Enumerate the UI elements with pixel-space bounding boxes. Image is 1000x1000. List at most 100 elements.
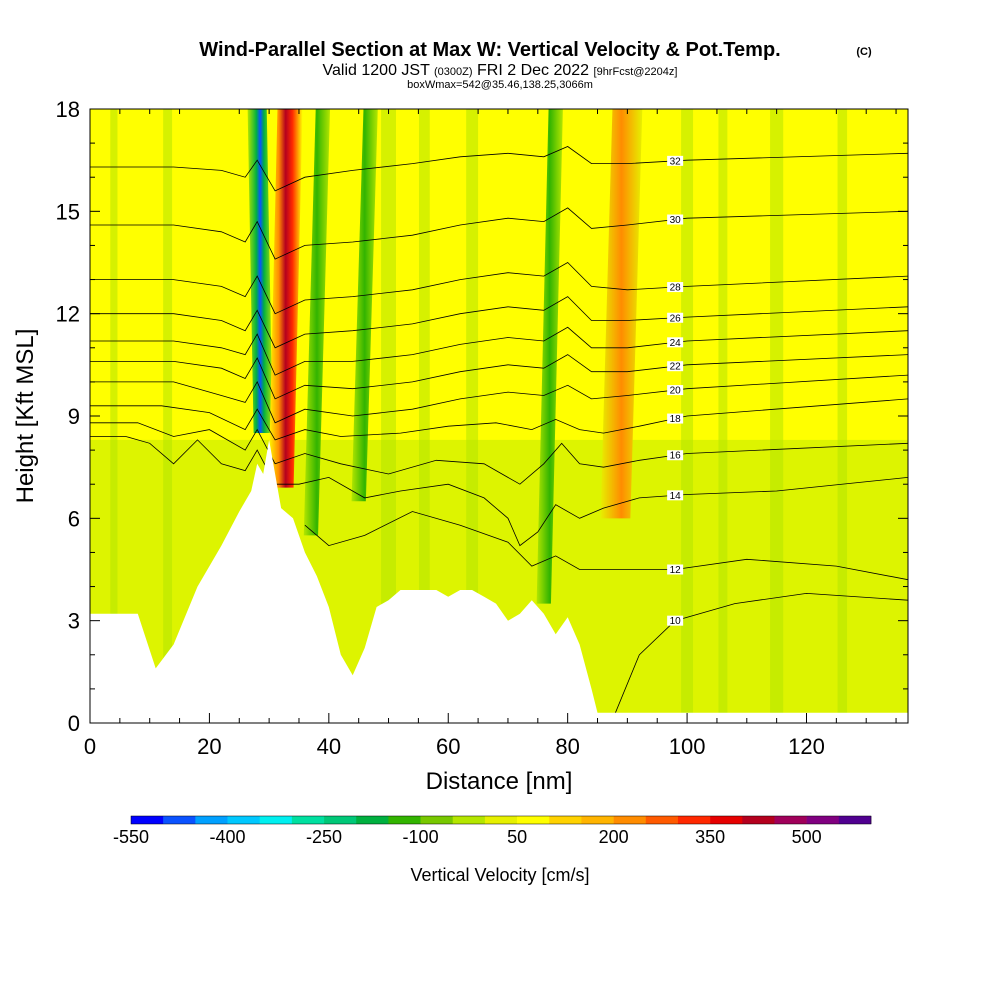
contour-label: 30 bbox=[670, 215, 682, 226]
copyright-mark: (C) bbox=[856, 46, 872, 58]
contour-label-bg bbox=[667, 490, 684, 501]
velocity-plume bbox=[536, 109, 563, 604]
valid-prefix: Valid 1200 JST bbox=[323, 62, 431, 79]
x-tick-label: 120 bbox=[788, 734, 825, 759]
colorbar-swatch bbox=[838, 816, 872, 824]
theta-contour bbox=[304, 511, 908, 581]
theta-contour bbox=[90, 436, 908, 547]
x-tick-label: 20 bbox=[197, 734, 221, 759]
colorbar-swatch bbox=[677, 816, 711, 824]
theta-contour bbox=[90, 374, 908, 424]
field-streak bbox=[163, 109, 173, 723]
velocity-plume bbox=[268, 109, 303, 488]
contour-label-bg bbox=[667, 413, 684, 424]
x-axis-label: Distance [nm] bbox=[426, 768, 573, 795]
colorbar-swatch bbox=[742, 816, 775, 824]
contour-label-bg bbox=[667, 615, 684, 626]
valid-time: Valid 1200 JST (0300Z) FRI 2 Dec 2022 [9… bbox=[323, 62, 678, 79]
contour-label: 16 bbox=[670, 451, 682, 462]
velocity-plume bbox=[600, 109, 643, 519]
colorbar-swatch bbox=[163, 816, 196, 824]
theta-contours: 10 12 14 16 18 20 22 24 26 28 30 32 bbox=[90, 146, 908, 713]
colorbar-swatch bbox=[452, 816, 486, 824]
contour-label-bg bbox=[667, 214, 684, 225]
contour-label: 26 bbox=[670, 313, 682, 324]
theta-contour bbox=[90, 326, 908, 376]
colorbar-swatch bbox=[195, 816, 228, 824]
theta-contour bbox=[90, 207, 908, 260]
colorbar-tick-label: -400 bbox=[210, 827, 246, 847]
forecast-info: [9hrFcst@2204z] bbox=[594, 66, 678, 78]
y-tick-label: 6 bbox=[68, 506, 80, 531]
contour-label: 10 bbox=[670, 616, 682, 627]
colorbar-swatch bbox=[549, 816, 582, 824]
contour-label: 32 bbox=[670, 156, 682, 167]
y-tick-label: 12 bbox=[56, 302, 80, 327]
colorbar-tick-label: 200 bbox=[599, 827, 629, 847]
y-tick-label: 18 bbox=[56, 97, 80, 122]
colorbar-tick-label: 50 bbox=[507, 827, 527, 847]
contour-label: 14 bbox=[670, 491, 682, 502]
contour-label: 24 bbox=[670, 338, 682, 349]
theta-contour bbox=[90, 422, 908, 485]
colorbar-swatch bbox=[774, 816, 807, 824]
terrain-mask bbox=[90, 439, 908, 723]
plot-area: 10 12 14 16 18 20 22 24 26 28 30 32 bbox=[90, 109, 908, 723]
contour-label-bg bbox=[667, 361, 684, 372]
contour-label-bg bbox=[667, 385, 684, 396]
theta-contour bbox=[90, 354, 908, 400]
valid-utc: (0300Z) bbox=[434, 66, 473, 78]
colorbar-swatch bbox=[517, 816, 550, 824]
contour-label-bg bbox=[667, 564, 684, 575]
colorbar-tick-label: 500 bbox=[792, 827, 822, 847]
velocity-field bbox=[90, 109, 908, 723]
colorbar-label: Vertical Velocity [cm/s] bbox=[410, 865, 589, 885]
field-streak bbox=[381, 109, 397, 723]
colorbar-tick-label: 350 bbox=[695, 827, 725, 847]
theta-contour bbox=[615, 592, 908, 713]
field-streak bbox=[418, 109, 430, 723]
x-tick-label: 100 bbox=[669, 734, 706, 759]
contour-label-bg bbox=[667, 450, 684, 461]
y-tick-label: 15 bbox=[56, 199, 80, 224]
contour-label: 18 bbox=[670, 414, 682, 425]
colorbar-swatch bbox=[227, 816, 260, 824]
contour-label-bg bbox=[667, 155, 684, 166]
y-tick-label: 3 bbox=[68, 609, 80, 634]
colorbar-swatch bbox=[356, 816, 389, 824]
field-streak bbox=[718, 109, 728, 723]
chart-title: Wind-Parallel Section at Max W: Vertical… bbox=[199, 39, 780, 61]
y-tick-label: 9 bbox=[68, 404, 80, 429]
velocity-plume bbox=[351, 109, 378, 502]
box-info: boxWmax=542@35.46,138.25,3066m bbox=[407, 79, 593, 91]
contour-label-bg bbox=[667, 312, 684, 323]
y-axis-label: Height [Kft MSL] bbox=[12, 329, 39, 504]
y-tick-label: 0 bbox=[68, 711, 80, 736]
colorbar-swatch bbox=[291, 816, 325, 824]
colorbar-swatch bbox=[259, 816, 293, 824]
colorbar-swatch bbox=[420, 816, 454, 824]
x-tick-label: 60 bbox=[436, 734, 460, 759]
x-tick-label: 0 bbox=[84, 734, 96, 759]
colorbar-swatch bbox=[645, 816, 679, 824]
x-tick-label: 40 bbox=[317, 734, 341, 759]
contour-label: 20 bbox=[670, 386, 682, 397]
colorbar-swatch bbox=[324, 816, 357, 824]
colorbar-tick-label: -550 bbox=[113, 827, 149, 847]
colorbar-swatch bbox=[613, 816, 647, 824]
velocity-plume bbox=[247, 109, 273, 434]
field-streak bbox=[837, 109, 848, 723]
axes: 0 20 40 60 80 100 120 0 3 6 9 12 15 18 bbox=[56, 97, 908, 759]
colorbar-swatch bbox=[131, 816, 164, 824]
field-streak bbox=[110, 109, 118, 723]
colorbar-swatch bbox=[806, 816, 840, 824]
theta-contour bbox=[90, 296, 908, 349]
colorbar-swatch bbox=[581, 816, 614, 824]
colorbar: -550 -400 -250 -100 50 200 350 500 bbox=[113, 815, 872, 847]
colorbar-tick-label: -100 bbox=[403, 827, 439, 847]
theta-contour bbox=[90, 262, 908, 315]
colorbar-frame bbox=[130, 815, 872, 825]
contour-label: 22 bbox=[670, 362, 682, 373]
field-streak bbox=[466, 109, 479, 723]
